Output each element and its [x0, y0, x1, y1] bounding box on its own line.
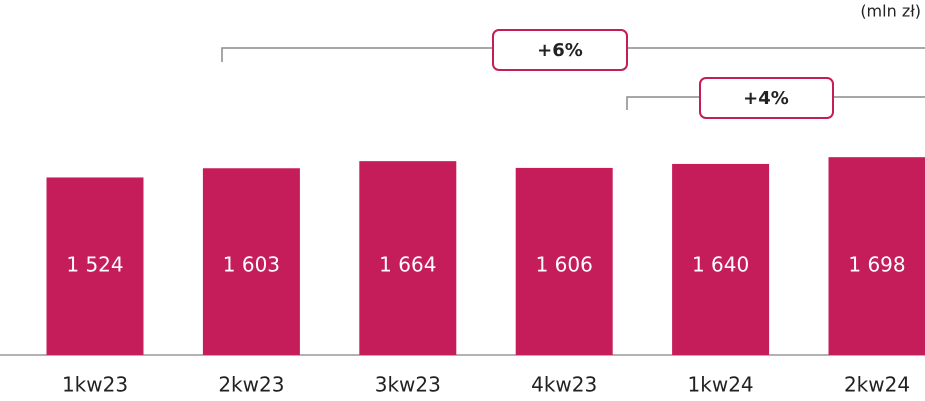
- bar: [359, 161, 457, 355]
- annotation-box: [492, 29, 628, 71]
- bar: [672, 163, 770, 355]
- unit-label: (mln zł): [860, 2, 921, 21]
- bar: [202, 168, 300, 355]
- annotation-box: [699, 77, 834, 119]
- value-label: 1 603: [223, 253, 280, 277]
- bracket: [221, 47, 925, 62]
- x-tick-label: 3kw23: [375, 373, 441, 397]
- annotation: +6%: [537, 40, 583, 61]
- x-tick-label: 1kw23: [62, 373, 128, 397]
- bar: [46, 177, 144, 355]
- value-label: 1 606: [536, 253, 593, 277]
- value-label: 1 698: [848, 253, 905, 277]
- annotation: +4%: [743, 88, 789, 109]
- value-label: 1 664: [379, 253, 436, 277]
- bracket: [626, 96, 925, 110]
- value-label: 1 640: [692, 253, 749, 277]
- bar: [828, 157, 925, 355]
- bar: [515, 167, 613, 355]
- value-label: 1 524: [66, 253, 123, 277]
- x-tick-label: 1kw24: [688, 373, 754, 397]
- x-tick-label: 2kw23: [218, 373, 284, 397]
- x-tick-label: 4kw23: [531, 373, 597, 397]
- x-tick-label: 2kw24: [844, 373, 910, 397]
